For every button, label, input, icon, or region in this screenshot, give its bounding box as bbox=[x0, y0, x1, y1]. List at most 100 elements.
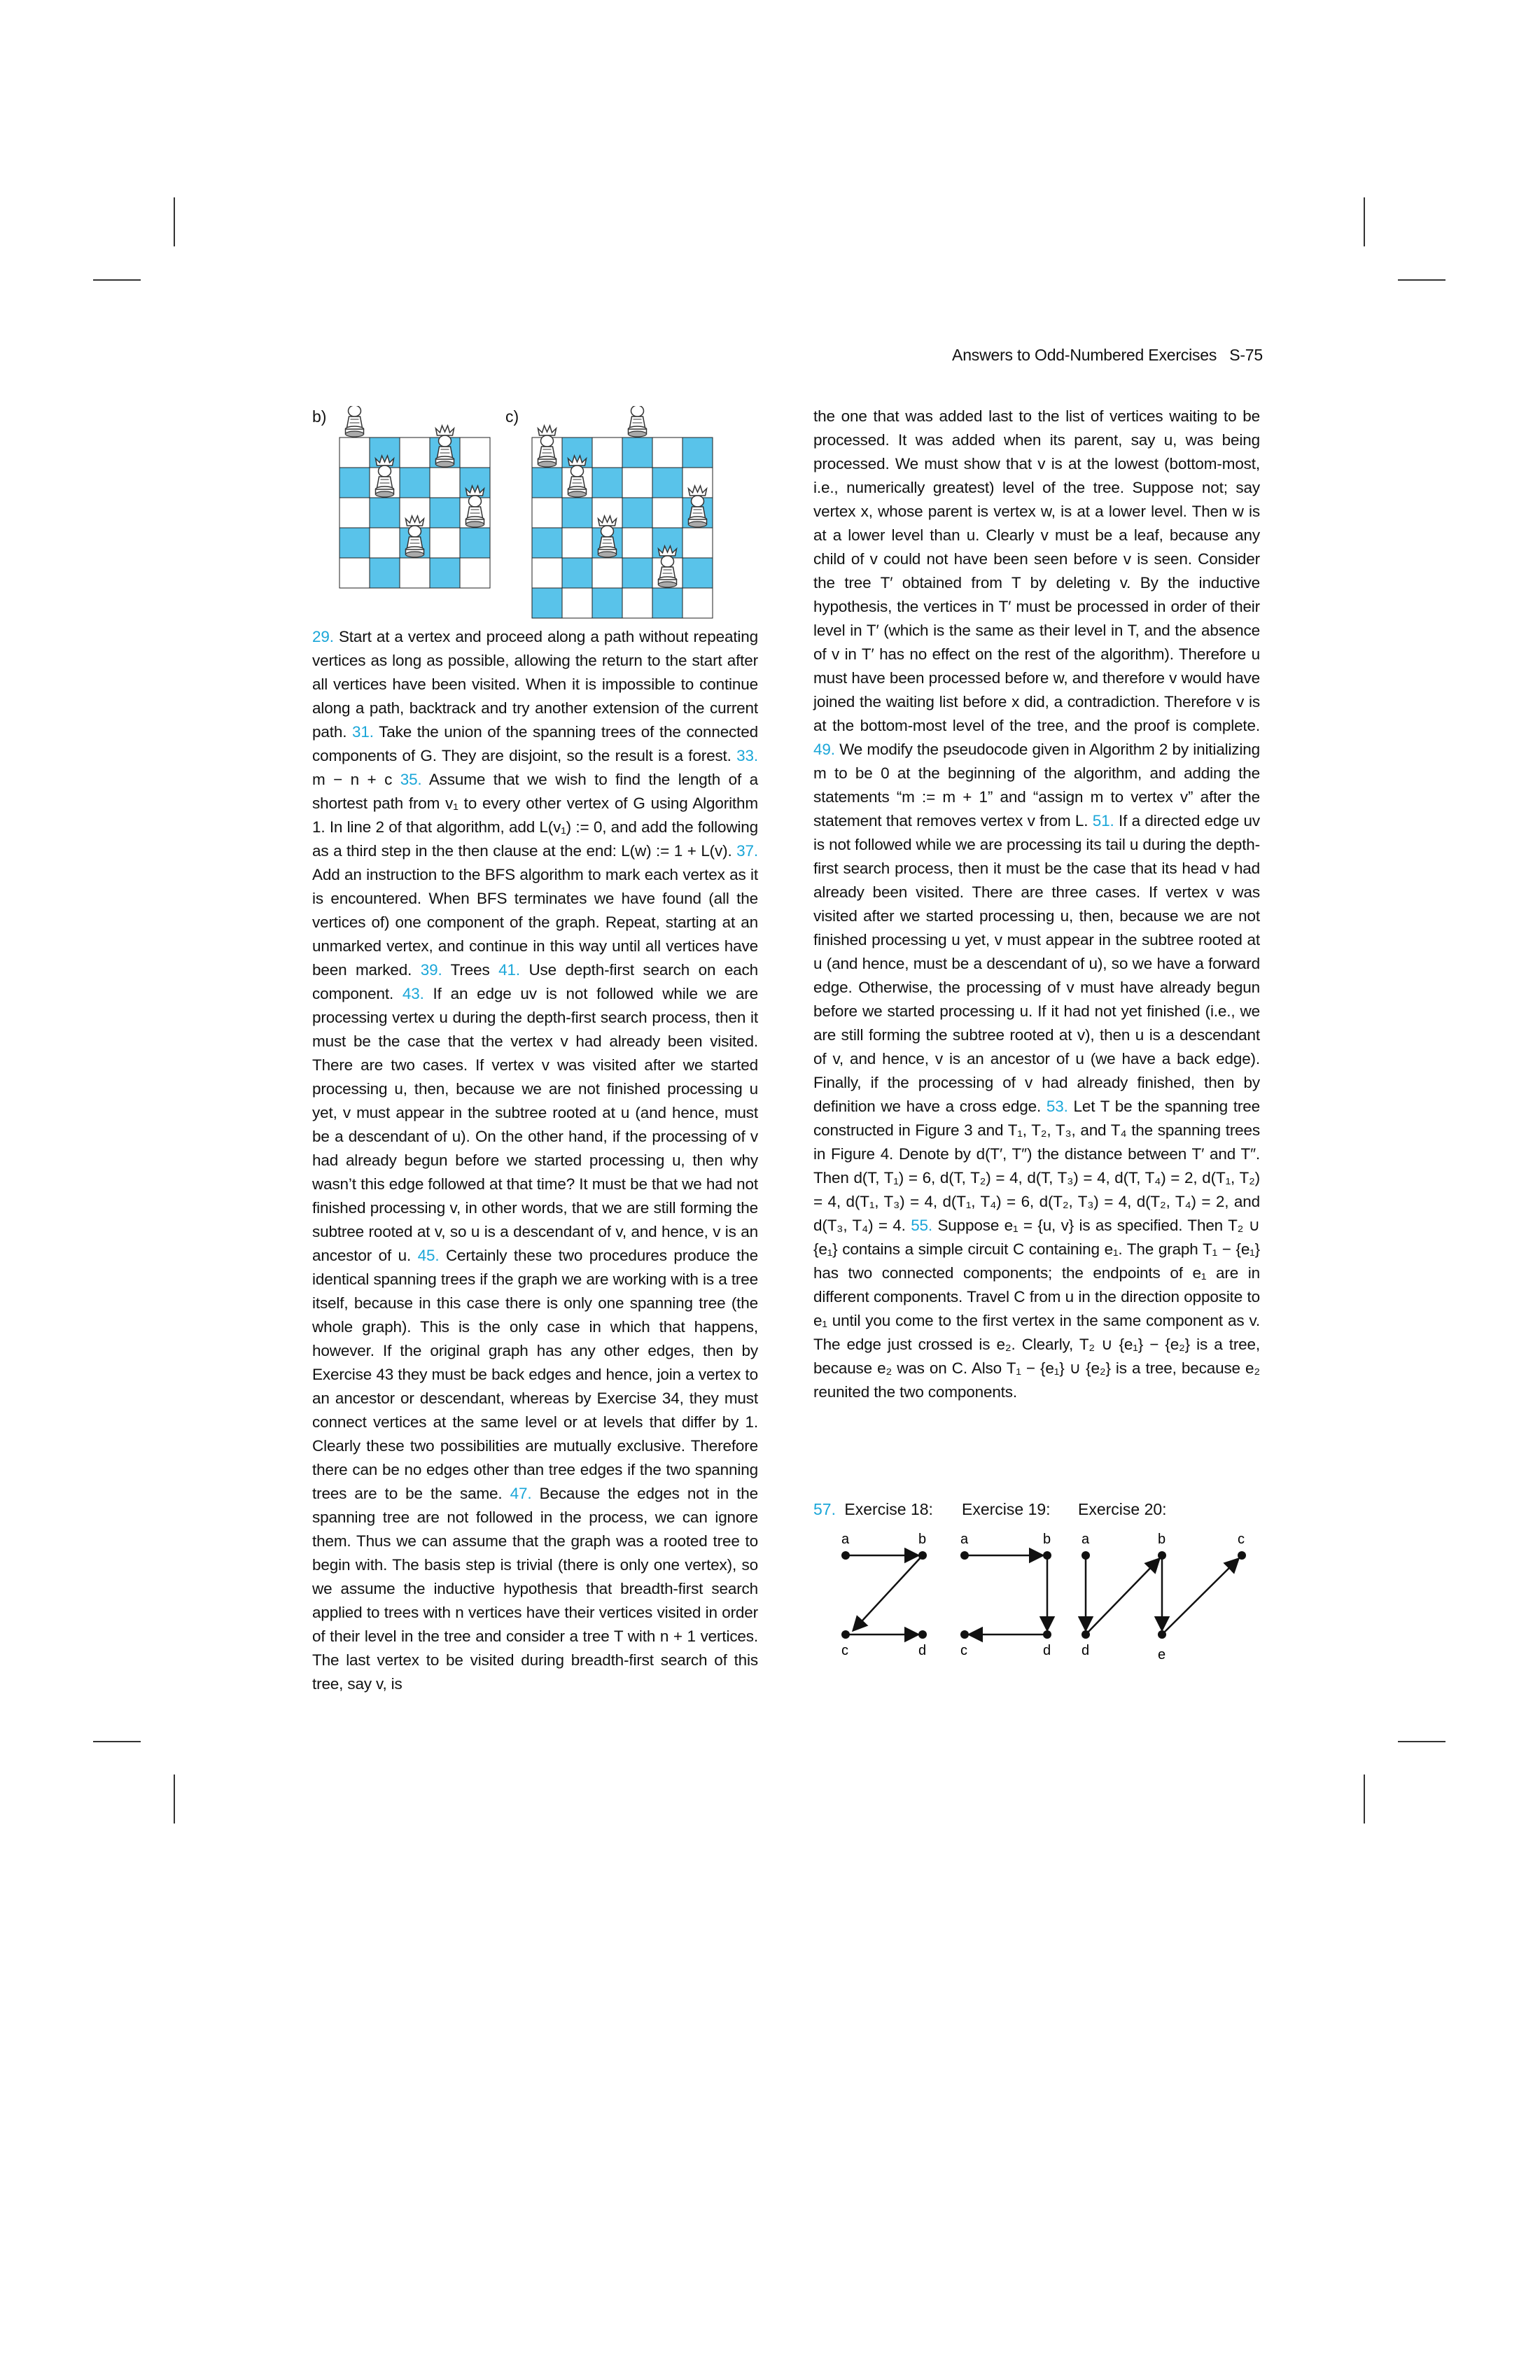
exercise-answer-text: the one that was added last to the list … bbox=[813, 407, 1260, 734]
exercise-answer-text: Assume that we wish to find the length o… bbox=[312, 771, 758, 860]
graph-exercise-20: a b c d e bbox=[1077, 1532, 1246, 1659]
exercise-number: 53. bbox=[1046, 1098, 1068, 1115]
header-title: Answers to Odd-Numbered Exercises bbox=[952, 346, 1217, 364]
board-square bbox=[561, 527, 593, 559]
board-square bbox=[561, 437, 593, 468]
board-square bbox=[399, 437, 430, 468]
board-square bbox=[339, 467, 370, 498]
exercise-answer-text: m − n + c bbox=[312, 771, 400, 788]
exercise-answer-text: If a directed edge uv is not followed wh… bbox=[813, 812, 1260, 1115]
board-square bbox=[339, 497, 370, 528]
exercise-answer-text: We modify the pseudocode given in Algori… bbox=[813, 741, 1260, 830]
queen-icon bbox=[465, 484, 485, 528]
board-square bbox=[531, 557, 563, 589]
queen-icon bbox=[567, 454, 587, 498]
right-column-text: the one that was added last to the list … bbox=[813, 405, 1260, 1404]
board-square bbox=[592, 437, 623, 468]
board-square bbox=[459, 527, 491, 559]
board-square bbox=[652, 497, 683, 528]
figure-c-label: c) bbox=[505, 407, 519, 426]
board-square bbox=[592, 557, 623, 589]
board-square bbox=[429, 557, 461, 589]
board-square bbox=[369, 527, 400, 559]
vertex-label: c bbox=[960, 1643, 967, 1658]
vertex-label: e bbox=[1158, 1647, 1166, 1659]
exercise-number: 41. bbox=[498, 961, 520, 979]
board-square bbox=[369, 497, 400, 528]
exercise-number: 39. bbox=[420, 961, 442, 979]
chessboard-c bbox=[531, 406, 713, 619]
board-square bbox=[682, 587, 713, 619]
board-square bbox=[459, 557, 491, 589]
vertex-label: b bbox=[1158, 1532, 1166, 1547]
exercise-number: 29. bbox=[312, 628, 334, 645]
chessboard-b bbox=[339, 406, 491, 589]
crop-mark bbox=[1398, 1741, 1446, 1742]
exercise-number: 33. bbox=[736, 747, 758, 764]
exercise-number: 43. bbox=[402, 985, 424, 1002]
exercise-answer-text: Start at a vertex and proceed along a pa… bbox=[312, 628, 758, 741]
board-square bbox=[339, 437, 370, 468]
exercise-number: 45. bbox=[417, 1247, 440, 1264]
board-square bbox=[531, 497, 563, 528]
board-square bbox=[652, 587, 683, 619]
vertex-label: d bbox=[918, 1643, 926, 1658]
vertex-label: b bbox=[1043, 1532, 1051, 1547]
page-number: S-75 bbox=[1229, 346, 1263, 364]
exercise-answer-text: Let T be the spanning tree constructed i… bbox=[813, 1098, 1260, 1234]
left-column: 29. Start at a vertex and proceed along … bbox=[312, 625, 758, 1696]
vertex-label: d bbox=[1043, 1643, 1051, 1658]
crop-mark bbox=[174, 1774, 175, 1823]
queen-icon bbox=[597, 514, 617, 558]
board-square bbox=[531, 587, 563, 619]
exercise-number: 31. bbox=[352, 723, 374, 741]
board-square bbox=[561, 497, 593, 528]
vertex-label: b bbox=[918, 1532, 926, 1547]
exercise-number: 37. bbox=[736, 842, 758, 860]
exercise-answer-text: Certainly these two procedures produce t… bbox=[312, 1247, 758, 1502]
board-square bbox=[561, 557, 593, 589]
exercise-answer-text: If an edge uv is not followed while we a… bbox=[312, 985, 758, 1264]
crop-mark bbox=[93, 1741, 141, 1742]
board-square bbox=[561, 587, 593, 619]
board-square bbox=[652, 437, 683, 468]
vertex-label: a bbox=[960, 1532, 969, 1547]
left-column-text: 29. Start at a vertex and proceed along … bbox=[312, 625, 758, 1696]
queen-icon bbox=[687, 484, 708, 528]
board-square bbox=[429, 467, 461, 498]
board-square bbox=[592, 587, 623, 619]
exercise-answer-text: Suppose e₁ = {u, v} is as specified. The… bbox=[813, 1217, 1261, 1401]
crop-mark bbox=[1364, 197, 1365, 246]
queen-icon bbox=[537, 424, 557, 468]
crop-mark bbox=[1364, 1774, 1365, 1823]
board-square bbox=[622, 437, 653, 468]
exercise-number: 49. bbox=[813, 741, 835, 758]
board-square bbox=[339, 557, 370, 589]
queen-icon bbox=[344, 406, 365, 438]
exercise-18-label: Exercise 18: bbox=[844, 1500, 933, 1518]
vertex-label: a bbox=[841, 1532, 850, 1547]
board-square bbox=[682, 557, 713, 589]
queen-icon bbox=[657, 544, 678, 588]
exercise-57-graphs: a b c d a b c d a b c d e bbox=[841, 1532, 1246, 1659]
crop-mark bbox=[1398, 279, 1446, 281]
exercise-number: 55. bbox=[911, 1217, 933, 1234]
crop-mark bbox=[93, 279, 141, 281]
queen-icon bbox=[435, 424, 455, 468]
vertex-label: c bbox=[841, 1643, 848, 1658]
right-column: the one that was added last to the list … bbox=[813, 405, 1260, 1404]
board-square bbox=[592, 467, 623, 498]
board-square bbox=[429, 497, 461, 528]
exercise-20-label: Exercise 20: bbox=[1078, 1500, 1167, 1518]
board-square bbox=[459, 437, 491, 468]
board-square bbox=[682, 527, 713, 559]
exercise-answer-text: Add an instruction to the BFS algorithm … bbox=[312, 866, 758, 979]
exercise-number: 47. bbox=[510, 1485, 532, 1502]
board-square bbox=[622, 467, 653, 498]
board-square bbox=[531, 467, 563, 498]
board-square bbox=[531, 527, 563, 559]
board-square bbox=[369, 557, 400, 589]
vertex-label: a bbox=[1082, 1532, 1090, 1547]
board-square bbox=[622, 497, 653, 528]
exercise-19-label: Exercise 19: bbox=[962, 1500, 1051, 1518]
